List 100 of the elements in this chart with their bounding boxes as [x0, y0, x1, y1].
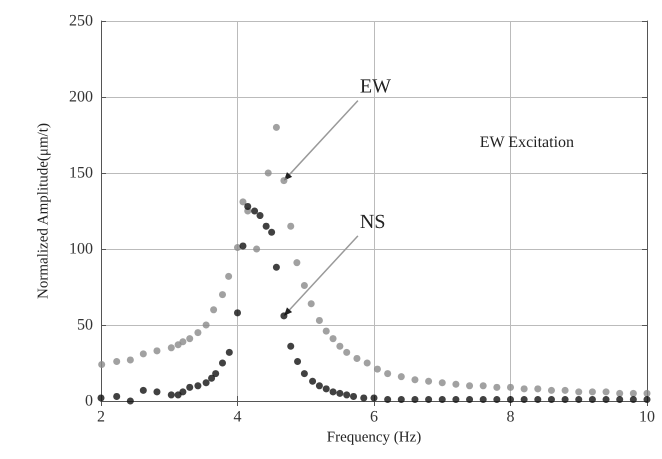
point [602, 396, 610, 403]
point [322, 385, 330, 392]
point [322, 328, 330, 335]
point [179, 388, 186, 396]
y-tick-label: 150 [69, 164, 93, 182]
point [186, 335, 194, 342]
point [153, 388, 160, 396]
point [244, 202, 252, 210]
point [98, 361, 106, 368]
point [251, 208, 258, 214]
point [452, 396, 460, 403]
point [309, 378, 316, 385]
point [234, 309, 241, 316]
point [272, 264, 280, 271]
y-tick-label: 50 [77, 316, 93, 334]
point [343, 391, 350, 398]
point [316, 382, 323, 390]
point [575, 396, 582, 403]
point [644, 396, 650, 403]
x-tick-label: 2 [97, 408, 105, 426]
point [425, 378, 432, 385]
y-tick-label: 250 [69, 12, 93, 30]
point [493, 396, 500, 403]
y-tick-label: 100 [69, 240, 93, 258]
point [300, 370, 308, 378]
point [336, 390, 344, 397]
point [179, 338, 186, 346]
point [208, 374, 216, 382]
point [644, 390, 650, 397]
y-axis-title: Normalized Amplitude(μm/t) [36, 123, 52, 299]
point [98, 394, 104, 402]
point [438, 379, 446, 386]
point [330, 335, 337, 342]
point [616, 396, 624, 403]
point [174, 391, 182, 398]
point [287, 222, 294, 230]
point [113, 358, 120, 365]
point [438, 396, 446, 403]
point [210, 306, 218, 314]
point [616, 390, 624, 397]
annotation: EW Excitation [480, 134, 574, 152]
point [225, 272, 232, 280]
point [168, 391, 175, 398]
point [548, 386, 555, 394]
point [280, 177, 288, 184]
point [350, 392, 358, 400]
point [168, 344, 175, 352]
point [280, 312, 288, 320]
point [480, 382, 487, 390]
point [194, 329, 202, 336]
point [466, 396, 474, 403]
point [253, 246, 260, 252]
point [126, 356, 134, 364]
point [218, 360, 226, 366]
point [398, 396, 405, 403]
point [630, 396, 637, 403]
point [353, 354, 360, 362]
point [466, 382, 474, 390]
point [588, 388, 596, 396]
point [364, 360, 371, 366]
point [575, 388, 582, 396]
point [630, 390, 637, 397]
point [272, 124, 280, 131]
y-tick-label: 200 [69, 88, 93, 106]
point [520, 385, 528, 392]
point [384, 370, 392, 378]
point [343, 348, 350, 356]
annotation: EW [360, 76, 392, 98]
point [239, 198, 246, 206]
point [202, 322, 210, 328]
y-tick-label: 0 [85, 392, 93, 410]
point [316, 316, 323, 324]
point [308, 300, 315, 308]
point [262, 222, 270, 230]
x-tick-label: 4 [234, 408, 242, 426]
annotation: NS [360, 210, 386, 233]
point [588, 396, 596, 403]
point [384, 396, 392, 403]
point [140, 386, 147, 394]
point [330, 388, 337, 396]
point [268, 228, 276, 236]
point [218, 291, 226, 298]
point [226, 348, 233, 356]
point [507, 384, 514, 391]
point [534, 396, 542, 403]
point [374, 366, 381, 373]
point [140, 350, 147, 358]
point [202, 379, 210, 386]
point [126, 398, 134, 404]
point [602, 388, 610, 396]
x-tick-label: 6 [370, 408, 378, 426]
point [194, 382, 202, 390]
point [562, 386, 569, 394]
point [493, 384, 500, 391]
point [452, 380, 460, 388]
x-tick-label: 10 [639, 408, 655, 426]
point [360, 394, 368, 402]
point [294, 358, 302, 365]
point [264, 170, 272, 176]
point [300, 282, 308, 289]
